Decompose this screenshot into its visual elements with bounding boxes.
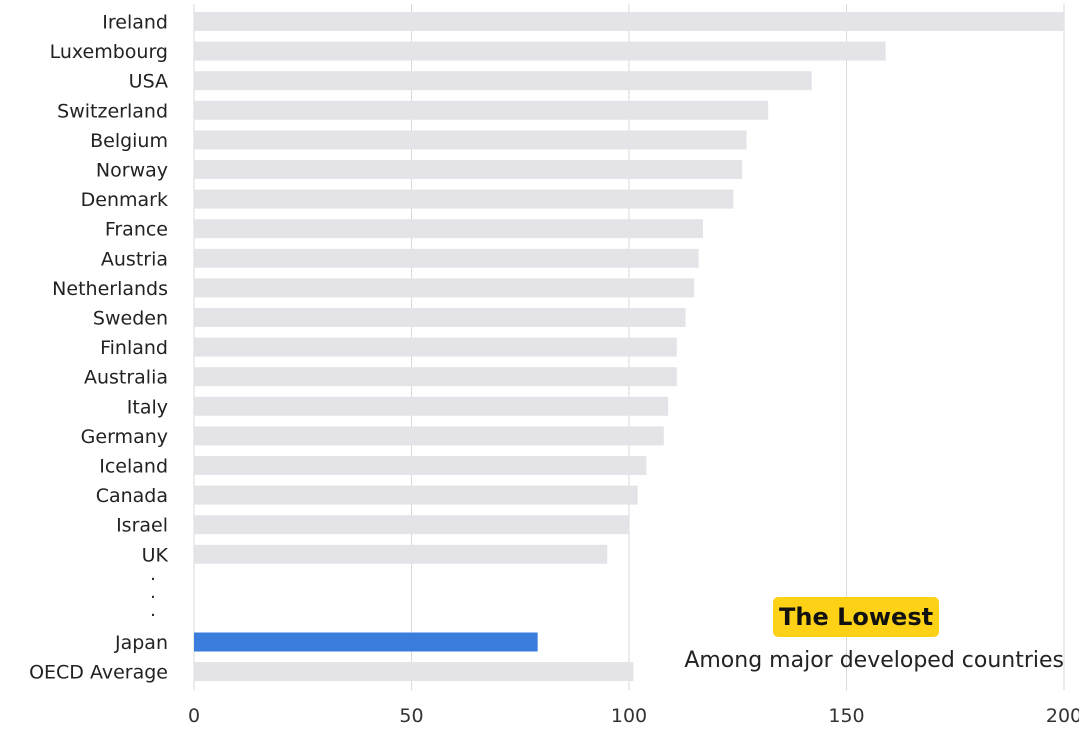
category-label: Austria [101, 248, 168, 270]
annotation-badge: The Lowest [773, 597, 940, 637]
bar-netherlands [194, 278, 695, 298]
category-label: Iceland [99, 456, 168, 478]
category-label: OECD Average [29, 662, 168, 684]
category-label: Norway [96, 160, 168, 182]
bar-belgium [194, 130, 747, 150]
bar-france [194, 219, 703, 239]
bar-uk [194, 544, 608, 564]
category-label: Israel [116, 515, 168, 537]
x-tick-label: 200 [1046, 705, 1079, 727]
category-label: Ireland [102, 12, 168, 34]
category-label: Australia [84, 367, 168, 389]
bar-italy [194, 396, 669, 416]
omission-marker: . . . [150, 564, 162, 621]
bar-austria [194, 248, 699, 268]
annotation-text: Among major developed countries [684, 648, 1064, 673]
category-label: Canada [96, 485, 168, 507]
x-tick-label: 0 [188, 705, 200, 727]
bar-oecd-average [194, 662, 634, 682]
bar-luxembourg [194, 41, 886, 61]
bar-switzerland [194, 100, 769, 120]
category-label: France [105, 219, 168, 241]
category-label: Germany [81, 426, 168, 448]
x-tick-label: 100 [611, 705, 647, 727]
x-tick-label: 50 [399, 705, 423, 727]
category-label: Luxembourg [50, 41, 168, 63]
category-label: Switzerland [57, 100, 168, 122]
bar-germany [194, 426, 664, 446]
bar-sweden [194, 308, 686, 327]
bar-israel [194, 515, 629, 535]
category-label: Finland [100, 337, 168, 359]
bar-denmark [194, 189, 734, 209]
bar-iceland [194, 456, 647, 475]
bar-ireland [194, 12, 1064, 31]
category-label: Sweden [93, 308, 168, 330]
bar-canada [194, 485, 638, 505]
category-label: Italy [127, 396, 168, 418]
bar-norway [194, 160, 743, 179]
category-label: Japan [114, 632, 168, 654]
bar-finland [194, 337, 677, 357]
bar-japan [194, 632, 538, 652]
x-tick-label: 150 [828, 705, 864, 727]
bar-usa [194, 71, 812, 91]
category-label: Belgium [90, 130, 168, 152]
category-label: Denmark [81, 189, 168, 211]
category-label: USA [129, 71, 168, 93]
category-label: Netherlands [52, 278, 168, 300]
bar-australia [194, 367, 677, 387]
category-label: UK [142, 544, 169, 566]
